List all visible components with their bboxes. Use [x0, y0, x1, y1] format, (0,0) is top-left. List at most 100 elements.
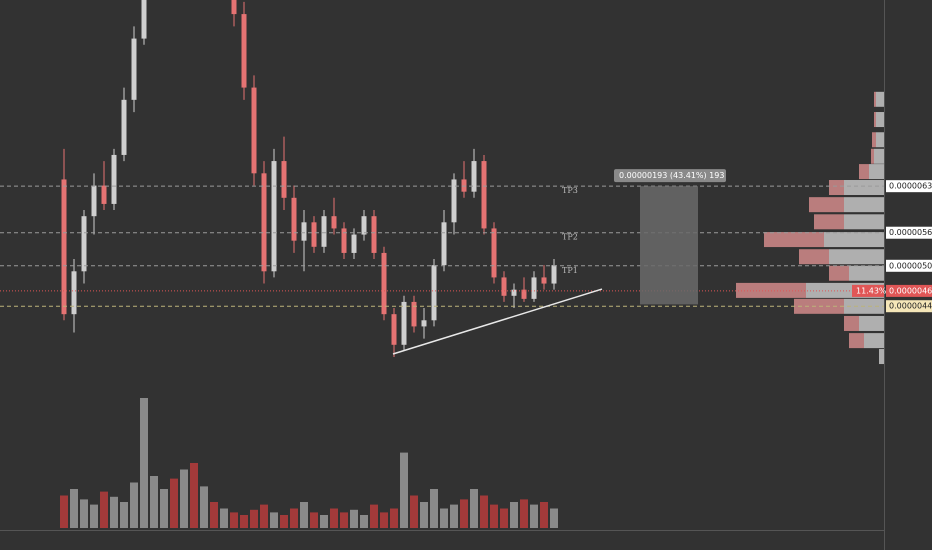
volume-bar — [480, 495, 488, 528]
candle-body — [551, 265, 557, 284]
profile-sell — [844, 315, 859, 331]
volume-bar — [280, 515, 288, 528]
volume-bar — [510, 502, 518, 528]
volume-bar — [140, 398, 148, 528]
volume-bar — [200, 486, 208, 528]
volume-bar — [110, 496, 118, 528]
profile-buy — [876, 112, 884, 128]
profile-buy — [879, 349, 884, 365]
profile-sell — [799, 249, 829, 265]
volume-bar — [90, 504, 98, 528]
profile-buy — [849, 265, 884, 281]
candle-body — [311, 222, 317, 247]
price-label: 0.00000639 — [889, 182, 932, 191]
candle-body — [81, 216, 87, 272]
volume-bar — [130, 482, 138, 528]
profile-sell — [809, 197, 844, 213]
profile-sell — [871, 148, 874, 164]
price-label: 0.00000509 — [889, 261, 932, 270]
candle-body — [131, 38, 137, 100]
profile-buy — [859, 315, 884, 331]
candle-body — [321, 216, 327, 247]
volume-bar — [190, 463, 198, 528]
volume-bar — [340, 512, 348, 528]
candle-body — [451, 179, 457, 223]
volume-bar — [520, 499, 528, 528]
candle-body — [91, 185, 97, 217]
candle-body — [491, 228, 497, 278]
profile-buy — [844, 214, 884, 230]
volume-bar — [260, 504, 268, 528]
candle-body — [371, 216, 377, 253]
volume-bar — [220, 508, 228, 528]
measure-box — [640, 186, 698, 305]
volume-bar — [160, 489, 168, 528]
profile-buy — [874, 148, 884, 164]
candle-body — [521, 289, 527, 299]
candle-body — [511, 289, 517, 296]
profile-sell — [829, 265, 849, 281]
volume-bar — [70, 489, 78, 528]
candle-body — [61, 179, 67, 315]
volume-bar — [300, 502, 308, 528]
volume-bar — [150, 476, 158, 528]
volume-bar — [270, 512, 278, 528]
volume-bar — [440, 508, 448, 528]
volume-bar — [350, 509, 358, 528]
current-pct: 11.43% — [856, 286, 887, 295]
candle-body — [431, 265, 437, 321]
profile-sell — [872, 132, 876, 148]
candle-body — [111, 154, 117, 204]
volume-bar — [550, 508, 558, 528]
candle-body — [351, 234, 357, 253]
candle-body — [421, 320, 427, 327]
price-label-bg — [886, 180, 932, 193]
candle-body — [281, 161, 287, 198]
level-name: TP3 — [562, 186, 578, 195]
volume-bar — [380, 512, 388, 528]
volume-bar — [250, 509, 258, 528]
candle-body — [341, 228, 347, 253]
candle-body — [121, 99, 127, 155]
measure-label: 0.00000193 (43.41%) 193 — [619, 171, 724, 180]
volume-bar — [410, 495, 418, 528]
candle-body — [411, 301, 417, 327]
volume-bar — [330, 508, 338, 528]
candle-body — [461, 179, 467, 192]
volume-bar — [430, 489, 438, 528]
volume-bar — [310, 512, 318, 528]
volume-bar — [210, 502, 218, 528]
price-label-bg — [886, 300, 932, 313]
price-label: 0.00000443 — [889, 302, 932, 311]
candle-body — [231, 0, 237, 15]
volume-bar — [180, 469, 188, 528]
profile-sell — [764, 232, 824, 248]
candle-body — [391, 314, 397, 345]
candle-body — [381, 252, 387, 315]
level-name: TP2 — [562, 233, 578, 242]
current-label: 0.00000468 — [889, 286, 932, 295]
measure-label-bg — [614, 169, 726, 183]
volume-bar — [490, 504, 498, 528]
profile-buy — [869, 164, 884, 180]
candle-body — [301, 222, 307, 241]
current-label-bg — [886, 284, 932, 297]
candle-body — [481, 161, 487, 229]
volume-bar — [120, 502, 128, 528]
candle-body — [71, 271, 77, 315]
price-pane — [61, 0, 884, 365]
profile-sell — [814, 214, 844, 230]
volume-bar — [530, 504, 538, 528]
candle-body — [531, 277, 537, 299]
candle-body — [331, 216, 337, 229]
volume-bar — [100, 491, 108, 528]
volume-bar — [500, 508, 508, 528]
volume-bar — [470, 489, 478, 528]
profile-buy — [864, 333, 884, 349]
candle-body — [501, 277, 507, 296]
candle-body — [271, 161, 277, 272]
volume-bar — [360, 515, 368, 528]
volume-bar — [80, 499, 88, 528]
